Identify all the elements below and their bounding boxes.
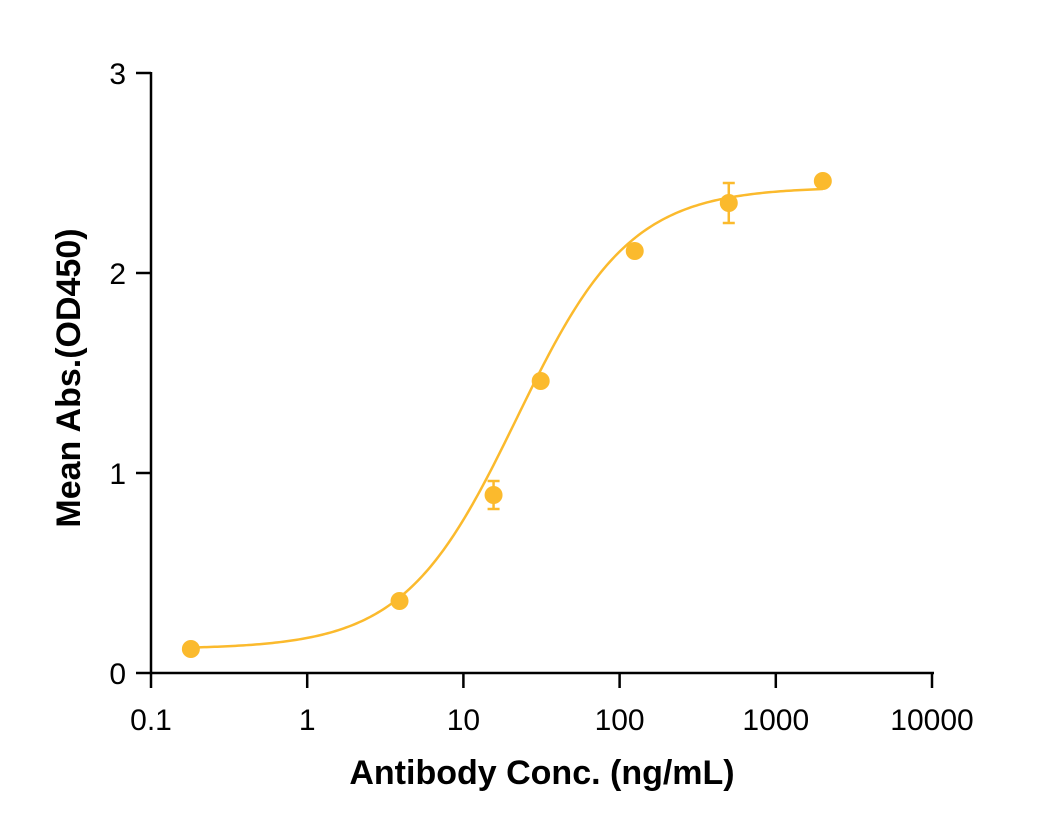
- axes: [149, 72, 934, 675]
- y-axis-title: Mean Abs.(OD450): [50, 228, 88, 527]
- data-point: [181, 640, 200, 658]
- data-point: [625, 242, 644, 260]
- x-tick-label: 0.1: [130, 704, 172, 737]
- data-point: [719, 194, 738, 212]
- x-tick-label: 100: [595, 704, 645, 737]
- y-tick-label: 0: [109, 658, 126, 691]
- x-tick-label: 10: [447, 704, 480, 737]
- x-tick-label: 1000: [742, 704, 809, 737]
- fit-curve: [190, 187, 823, 649]
- y-tick-label: 2: [109, 258, 126, 291]
- y-tick-label: 3: [109, 58, 126, 91]
- y-ticks: 0 1 2 3: [109, 58, 151, 691]
- x-axis-title: Antibody Conc. (ng/mL): [349, 754, 734, 792]
- y-tick-label: 1: [109, 458, 126, 491]
- data-point: [813, 172, 832, 190]
- x-ticks: 0.1 1 10 100 1000 10000: [130, 673, 974, 737]
- x-tick-label: 1: [299, 704, 316, 737]
- data-point: [531, 372, 550, 390]
- data-points: [181, 172, 832, 658]
- error-bars: [487, 181, 735, 511]
- x-tick-label: 10000: [890, 704, 973, 737]
- data-point: [390, 592, 409, 610]
- data-point: [484, 486, 503, 504]
